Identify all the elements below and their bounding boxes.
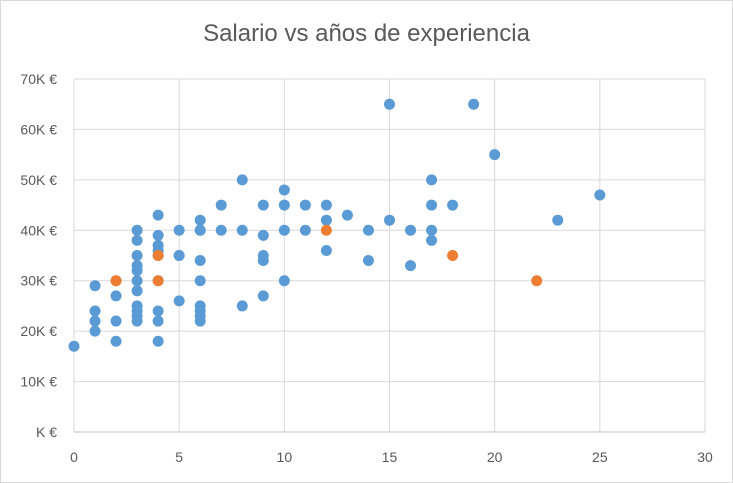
data-point xyxy=(131,224,143,236)
data-point xyxy=(152,305,164,317)
data-point xyxy=(89,325,101,337)
data-point xyxy=(131,275,143,287)
data-point xyxy=(257,199,269,211)
y-tick-label: 10K € xyxy=(20,374,57,390)
data-point xyxy=(152,315,164,327)
data-point xyxy=(384,98,395,110)
data-point xyxy=(173,250,185,261)
data-point xyxy=(278,199,290,211)
data-point xyxy=(173,295,185,307)
axis-layer: K € 10K € 20K € 30K € 40K € 50K € 60K € 70K € 0 5… xyxy=(20,71,713,465)
data-point xyxy=(215,199,227,211)
data-point xyxy=(131,250,143,261)
data-point xyxy=(194,214,206,226)
data-point xyxy=(89,280,101,292)
x-tick-label: 15 xyxy=(382,449,398,465)
data-point xyxy=(489,149,501,161)
data-point xyxy=(468,98,480,110)
data-point xyxy=(110,335,122,347)
data-point xyxy=(426,224,438,236)
data-point xyxy=(320,244,332,256)
data-point xyxy=(320,199,332,211)
data-point xyxy=(320,214,332,226)
y-tick-label: 30K € xyxy=(20,273,57,289)
data-point xyxy=(278,275,290,287)
x-tick-label: 5 xyxy=(175,449,183,465)
x-tick-label: 20 xyxy=(487,449,503,465)
data-point xyxy=(110,275,122,287)
x-tick-label: 25 xyxy=(592,449,608,465)
data-point xyxy=(194,275,206,287)
x-tick-label: 0 xyxy=(70,449,78,465)
y-tick-label: 60K € xyxy=(20,121,57,137)
data-point xyxy=(194,224,206,236)
data-point xyxy=(362,255,374,267)
data-point xyxy=(405,224,417,236)
y-tick-label: 20K € xyxy=(20,323,57,339)
data-point xyxy=(131,315,143,327)
data-point xyxy=(362,224,374,236)
data-point xyxy=(257,255,269,267)
data-point xyxy=(152,335,164,347)
data-point xyxy=(257,290,269,302)
data-point xyxy=(89,305,101,317)
data-point xyxy=(531,275,543,287)
x-tick-label: 10 xyxy=(277,449,293,465)
data-point xyxy=(152,229,164,241)
data-point xyxy=(131,265,143,277)
data-point xyxy=(236,174,248,186)
data-point xyxy=(426,174,438,186)
y-tick-label: K € xyxy=(36,424,57,440)
data-point xyxy=(594,189,606,201)
data-point xyxy=(236,300,248,312)
data-point xyxy=(447,250,459,261)
data-point xyxy=(236,224,248,236)
data-point xyxy=(405,260,417,272)
data-point xyxy=(278,224,290,236)
data-point xyxy=(341,209,353,221)
points-layer xyxy=(68,98,606,352)
data-point xyxy=(278,184,290,196)
data-point xyxy=(426,234,438,246)
data-point xyxy=(131,234,143,246)
y-tick-label: 70K € xyxy=(20,71,57,87)
data-point xyxy=(215,224,227,236)
data-point xyxy=(384,214,395,226)
data-point xyxy=(257,229,269,241)
grid-layer xyxy=(73,78,706,433)
y-tick-label: 50K € xyxy=(20,172,57,188)
data-point xyxy=(152,209,164,221)
x-tick-label: 30 xyxy=(697,449,713,465)
data-point xyxy=(426,199,438,211)
data-point xyxy=(131,285,143,297)
data-point xyxy=(552,214,564,226)
data-point xyxy=(110,290,122,302)
data-point xyxy=(194,255,206,267)
data-point xyxy=(89,315,101,327)
data-point xyxy=(299,224,311,236)
y-tick-label: 40K € xyxy=(20,222,57,238)
data-point xyxy=(110,315,122,327)
data-point xyxy=(194,315,206,327)
data-point xyxy=(152,275,164,287)
data-point xyxy=(299,199,311,211)
data-point xyxy=(152,250,164,261)
data-point xyxy=(320,224,332,236)
data-point xyxy=(447,199,459,211)
data-point xyxy=(173,224,185,236)
data-point xyxy=(68,340,80,352)
chart-title: Salario vs años de experiencia xyxy=(203,20,530,47)
